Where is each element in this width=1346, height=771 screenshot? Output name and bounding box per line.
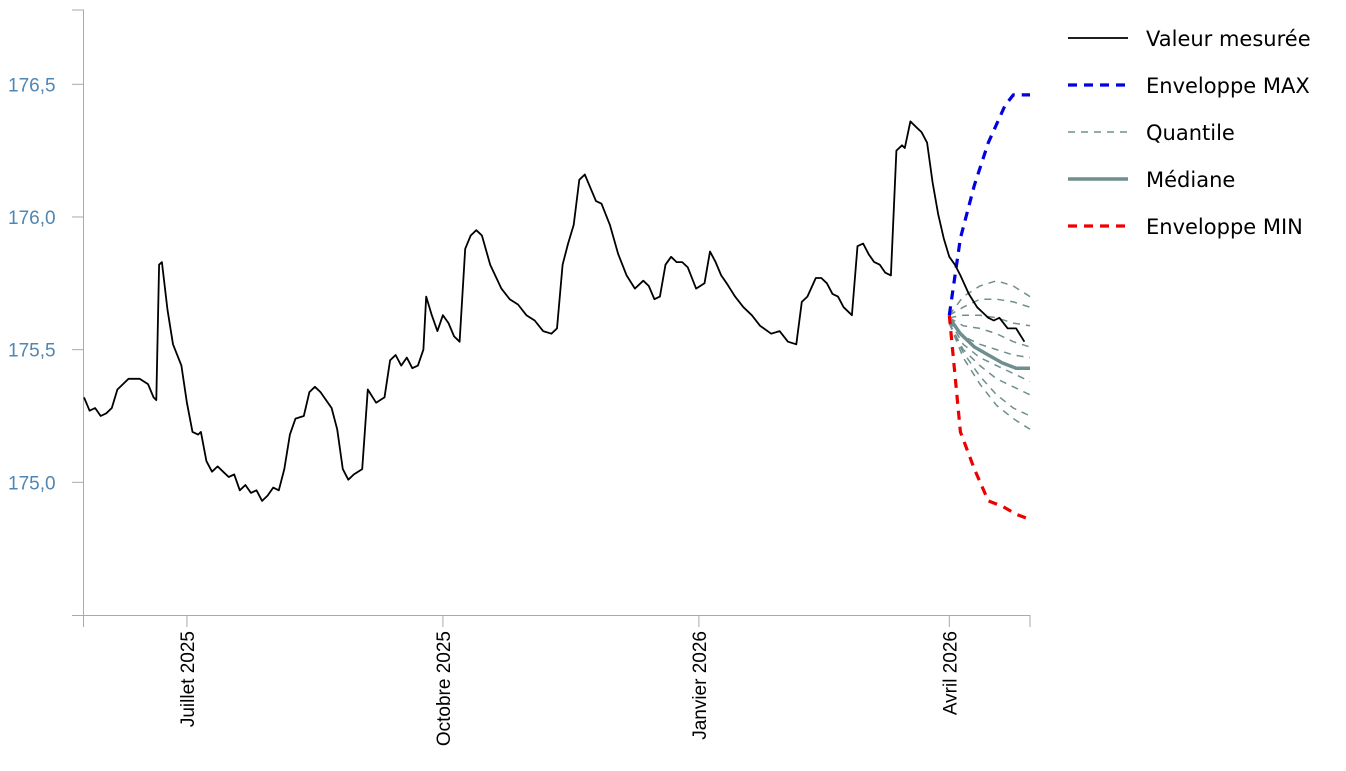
y-tick-label: 176,5 [8,75,56,96]
series-line-quantile-6 [948,320,1031,383]
x-tick-label: Octobre 2025 [434,631,455,746]
legend-label-mesure: Valeur mesurée [1146,27,1311,51]
y-tick-label: 175,0 [8,473,56,494]
series-line-quantile-7 [948,322,1031,396]
series-line-quantile-1 [948,279,1031,316]
legend: Valeur mesurée Enveloppe MAX Quantile Média… [1068,27,1311,239]
y-tick-label: 175,5 [8,341,56,362]
series-line-quantile-2 [948,298,1031,316]
series-line-quantile-9 [948,322,1031,430]
legend-label-min: Enveloppe MIN [1146,215,1303,239]
legend-label-mediane: Médiane [1146,168,1235,192]
series-line-min [947,315,1031,521]
legend-label-quantile: Quantile [1146,121,1235,145]
series-line-mesure [83,120,1026,502]
series-line-quantile-3 [949,314,1031,327]
series-line-max [947,93,1030,316]
series-line-quantile-4 [948,317,1031,348]
plot-area [83,93,1031,521]
chart-axes: 175,0 175,5 176,0 176,5 Juillet 2025 Octobre … [8,9,1031,746]
x-tick-label: Juillet 2025 [178,631,199,727]
x-tick-label: Janvier 2026 [690,631,711,740]
legend-label-max: Enveloppe MAX [1146,74,1310,98]
x-tick-label: Avril 2026 [940,631,961,715]
series-line-mediane [947,316,1030,370]
series-line-quantile-8 [948,322,1031,417]
y-tick-label: 176,0 [8,208,56,229]
